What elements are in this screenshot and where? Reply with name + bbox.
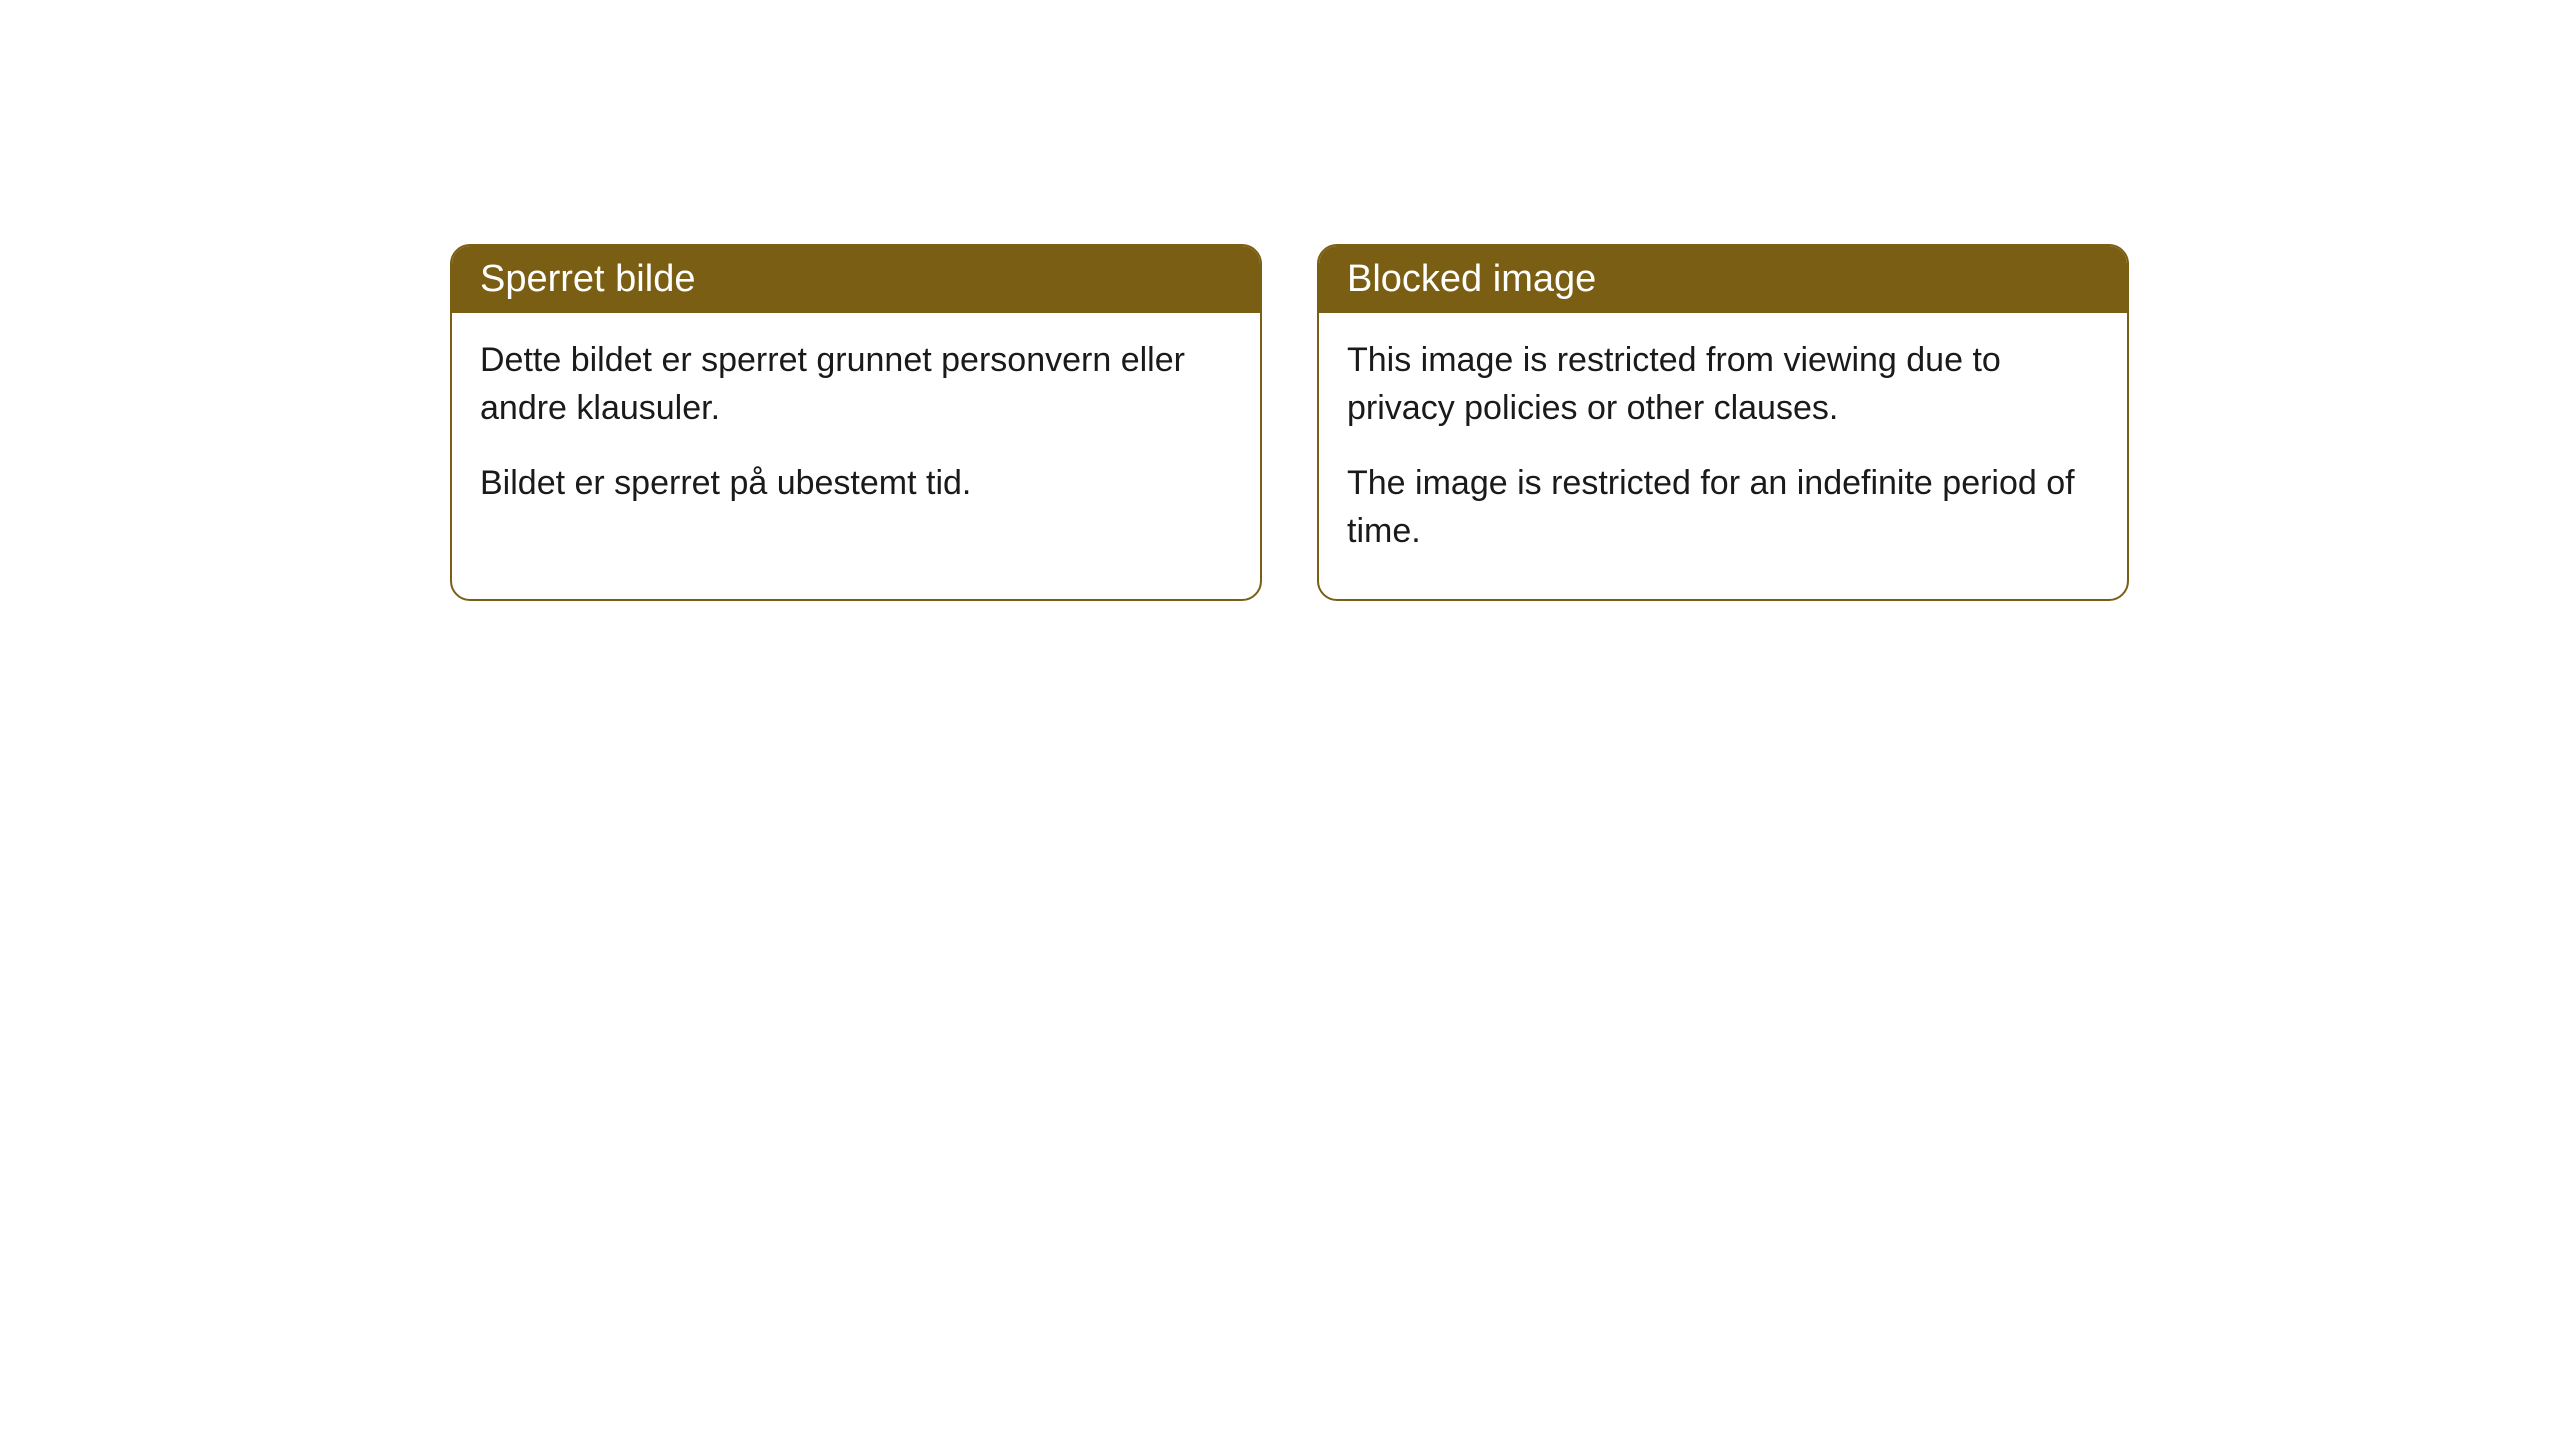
card-text-english-2: The image is restricted for an indefinit… [1347,460,2099,555]
card-header-english: Blocked image [1319,246,2127,313]
card-body-english: This image is restricted from viewing du… [1319,313,2127,599]
card-text-norwegian-1: Dette bildet er sperret grunnet personve… [480,337,1232,432]
blocked-image-card-english: Blocked image This image is restricted f… [1317,244,2129,601]
card-body-norwegian: Dette bildet er sperret grunnet personve… [452,313,1260,552]
blocked-image-card-norwegian: Sperret bilde Dette bildet er sperret gr… [450,244,1262,601]
card-text-norwegian-2: Bildet er sperret på ubestemt tid. [480,460,1232,508]
card-text-english-1: This image is restricted from viewing du… [1347,337,2099,432]
cards-container: Sperret bilde Dette bildet er sperret gr… [450,244,2129,601]
card-header-norwegian: Sperret bilde [452,246,1260,313]
